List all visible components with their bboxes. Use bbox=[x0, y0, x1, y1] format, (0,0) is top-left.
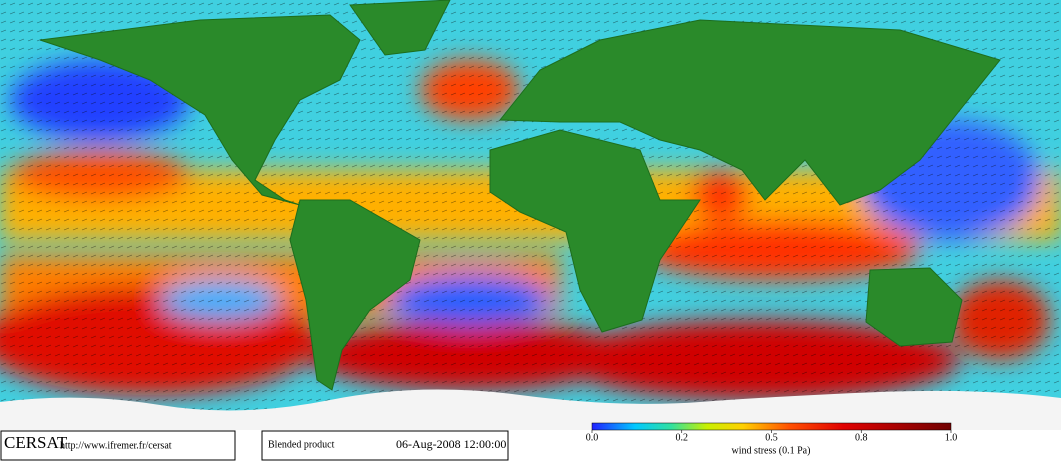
colorbar-tick-label: 1.0 bbox=[945, 432, 958, 443]
australia bbox=[865, 267, 963, 347]
colorbar-tick-label: 0.5 bbox=[765, 432, 778, 443]
africa bbox=[489, 129, 701, 333]
colorbar-tick-label: 0.8 bbox=[855, 432, 868, 443]
greenland bbox=[349, 0, 451, 56]
logo: CERSAT bbox=[4, 433, 68, 452]
south-america bbox=[289, 199, 421, 391]
continents bbox=[39, 0, 1001, 391]
eurasia bbox=[498, 19, 1001, 206]
colorbar-tick-label: 0.0 bbox=[586, 432, 599, 443]
logo-box bbox=[0, 430, 236, 461]
colorbar-label: wind stress (0.1 Pa) bbox=[732, 445, 811, 456]
north-america bbox=[39, 14, 361, 206]
product: Blended product bbox=[268, 439, 335, 450]
antarctica bbox=[0, 389, 1061, 430]
timestamp: 06-Aug-2008 12:00:00 bbox=[396, 437, 506, 451]
colorbar-tick-label: 0.2 bbox=[676, 432, 689, 443]
url[interactable]: http://www.ifremer.fr/cersat bbox=[60, 440, 172, 451]
colorbar bbox=[591, 422, 952, 431]
product-box bbox=[261, 430, 509, 461]
